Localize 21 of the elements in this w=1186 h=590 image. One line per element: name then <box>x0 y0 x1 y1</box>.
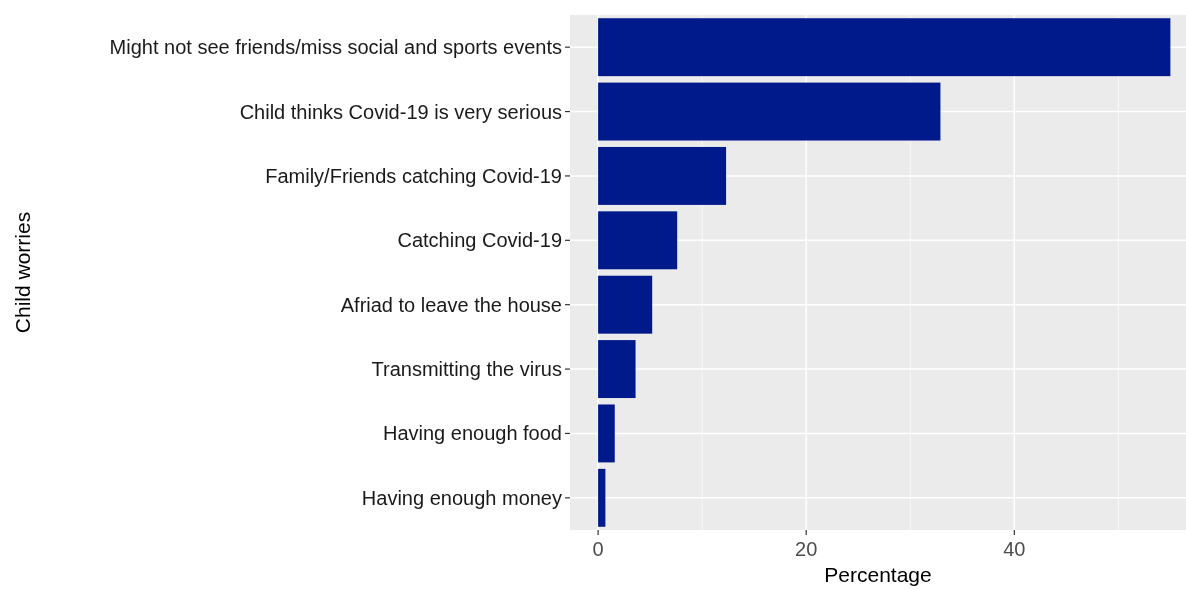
bar <box>598 82 941 141</box>
x-tick-label: 20 <box>795 538 818 560</box>
y-tick-label: Afriad to leave the house <box>340 293 562 316</box>
y-tick-label: Family/Friends catching Covid-19 <box>265 164 562 187</box>
x-axis-title: Percentage <box>824 563 932 586</box>
x-tick-label: 40 <box>1003 538 1026 560</box>
x-tick-label: 0 <box>592 538 604 560</box>
y-tick-label: Having enough food <box>382 422 562 445</box>
y-tick-label: Catching Covid-19 <box>397 229 562 252</box>
bar <box>598 404 615 463</box>
y-tick-label: Child thinks Covid-19 is very serious <box>239 100 562 123</box>
bar <box>598 211 678 270</box>
y-axis-title: Child worries <box>11 211 34 334</box>
y-tick-label: Having enough money <box>361 486 562 509</box>
bar <box>598 18 1171 77</box>
bar <box>598 468 606 527</box>
bar <box>598 146 727 205</box>
y-tick-label: Transmitting the virus <box>371 358 562 381</box>
y-tick-label: Might not see friends/miss social and sports events <box>109 36 562 59</box>
bar <box>598 275 653 334</box>
bar <box>598 340 636 399</box>
